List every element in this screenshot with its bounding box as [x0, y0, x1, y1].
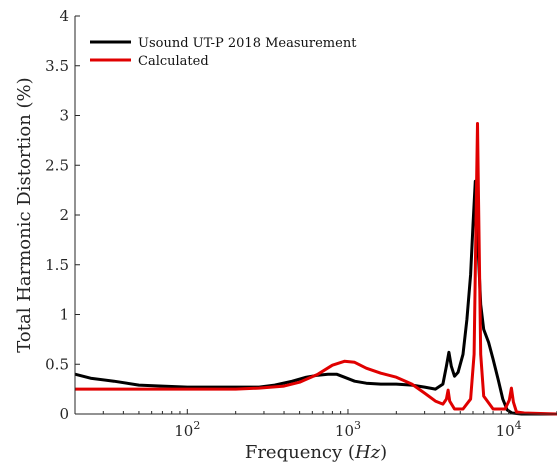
x-tick-label-exponent: 3: [354, 419, 361, 432]
x-tick-label: 104: [496, 419, 522, 440]
x-tick-label-base: 10: [335, 422, 354, 440]
x-axis-label-open-paren: (: [348, 442, 355, 463]
series-line-1: [75, 122, 557, 416]
legend: Usound UT-P 2018 Measurement Calculated: [90, 36, 357, 69]
x-tick-label-exponent: 4: [515, 419, 522, 432]
x-tick-label: 102: [174, 419, 200, 440]
legend-label-measurement: Usound UT-P 2018 Measurement: [138, 36, 357, 51]
x-tick-label: 103: [335, 419, 361, 440]
x-ticks: 102 103 104: [74, 409, 557, 440]
y-tick-label: 4: [59, 7, 69, 25]
series-layer: [74, 122, 557, 416]
x-tick-label-exponent: 2: [193, 419, 200, 432]
y-tick-label: 3.5: [45, 57, 69, 75]
y-tick-label: 0: [59, 405, 69, 423]
legend-label-calculated: Calculated: [138, 54, 209, 69]
x-axis-label: Frequency (Hz): [245, 442, 387, 463]
y-ticks: 0 0.5 1 1.5 2 2.5 3 3.5 4: [45, 7, 80, 423]
x-tick-label-base: 10: [174, 422, 193, 440]
y-tick-label: 2: [59, 206, 69, 224]
series-line-0: [74, 179, 557, 416]
plot-area: [75, 16, 557, 414]
x-axis-label-text: Frequency: [245, 442, 343, 463]
y-tick-label: 2.5: [45, 156, 69, 174]
y-tick-label: 1.5: [45, 256, 69, 274]
y-tick-label: 0.5: [45, 355, 69, 373]
y-axis-label: Total Harmonic Distortion (%): [14, 77, 35, 352]
x-tick-label-base: 10: [496, 422, 515, 440]
x-axis-label-unit: Hz: [354, 442, 381, 463]
y-tick-label: 3: [59, 107, 69, 125]
y-tick-label: 1: [59, 306, 69, 324]
x-axis-label-close-paren: ): [380, 442, 387, 463]
